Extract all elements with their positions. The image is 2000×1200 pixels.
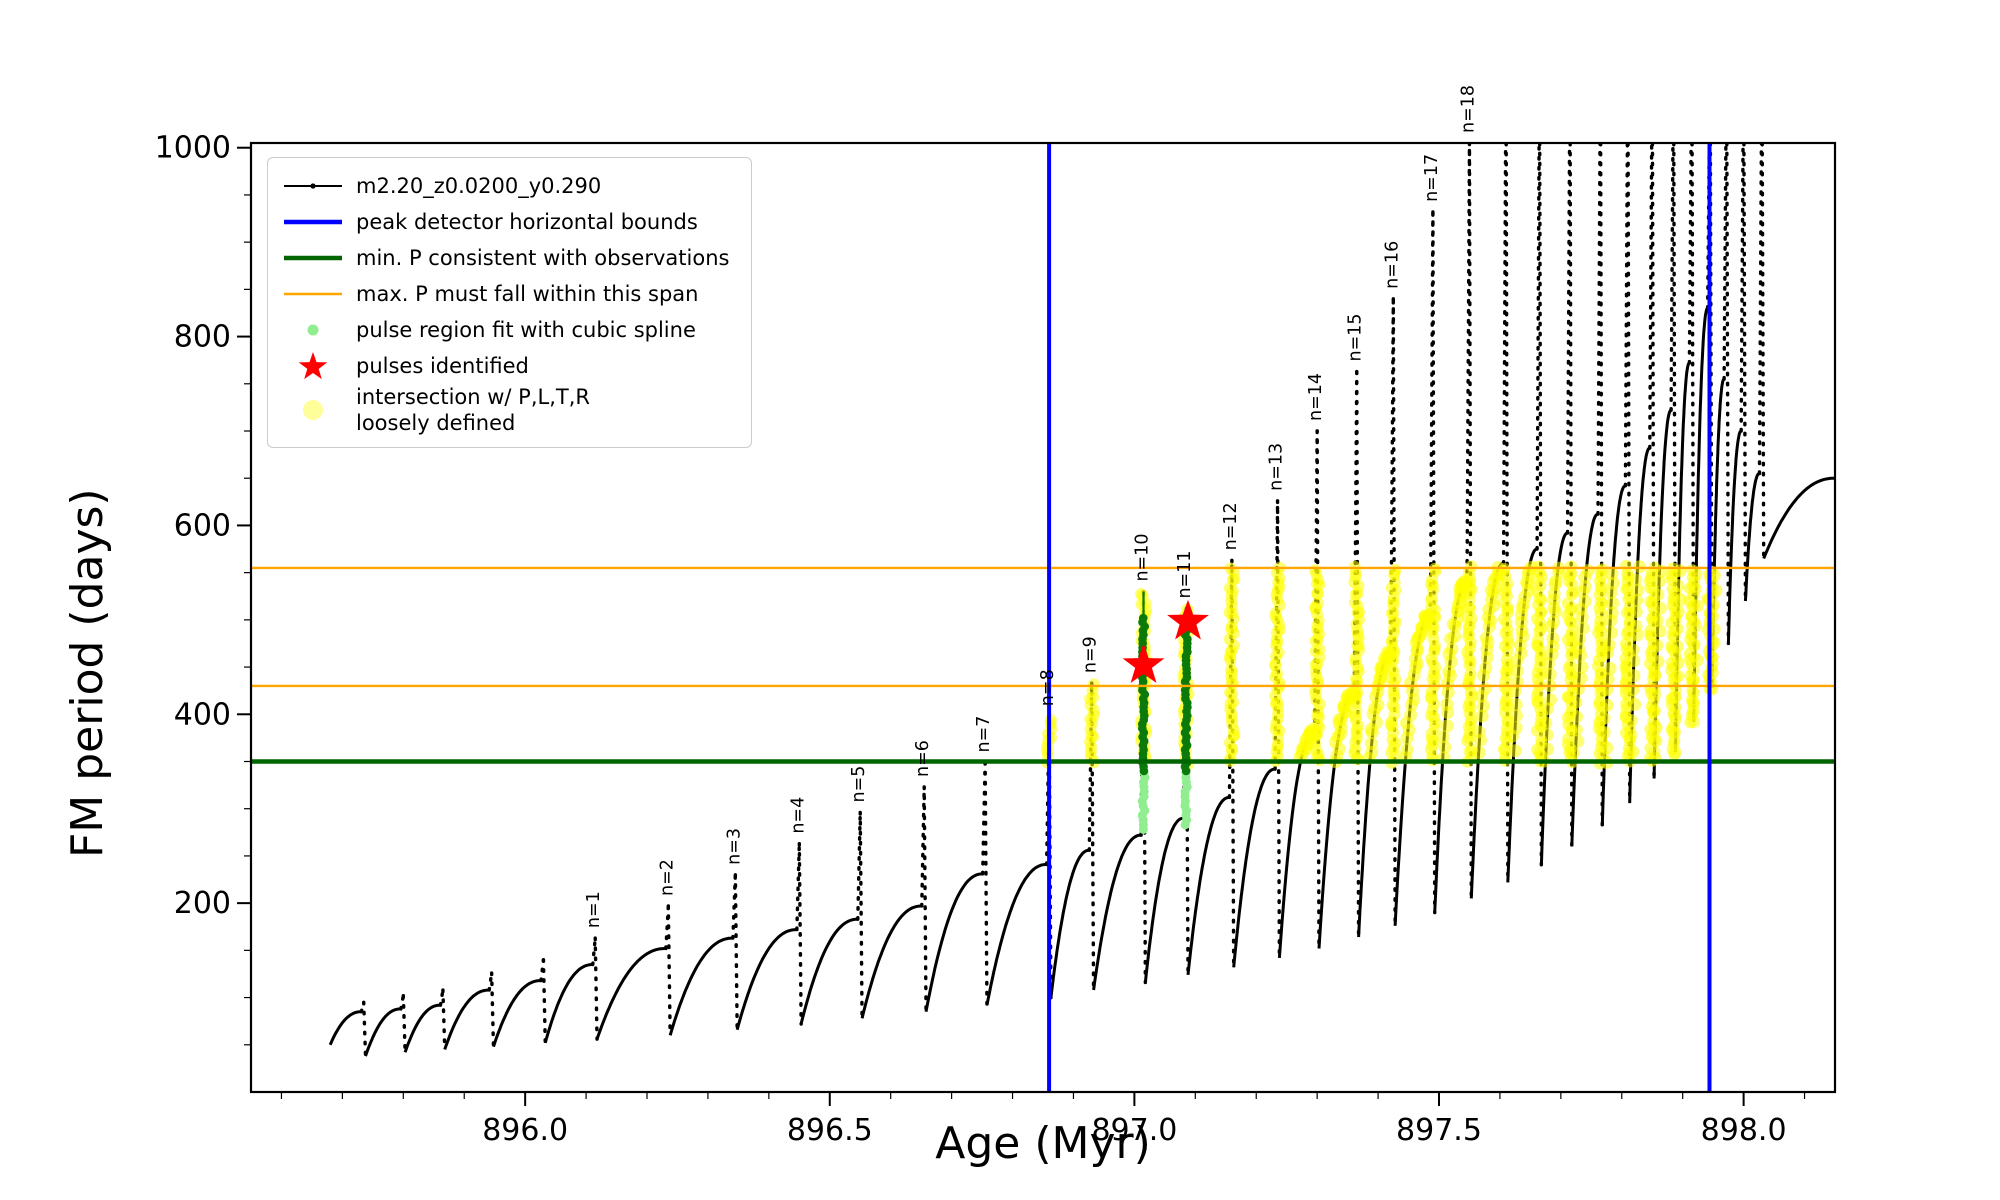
- legend-item: pulses identified: [282, 348, 729, 384]
- thick-line-marker-icon: [282, 241, 344, 275]
- spline-fit-columns: [1137, 591, 1192, 834]
- legend-item: intersection w/ P,L,T,R loosely defined: [282, 384, 729, 437]
- axes: 896.0 896.5 897.0 897.5 898.0 200 400 600 800 100…: [155, 131, 1837, 1148]
- legend-label: max. P must fall within this span: [356, 281, 699, 306]
- thin-line-marker-icon: [282, 277, 344, 311]
- pulse-number-label: n=7: [974, 716, 994, 753]
- y-tick-label: 200: [174, 886, 231, 921]
- x-tick-label: 897.0: [1091, 1113, 1177, 1148]
- y-tick-label: 400: [174, 697, 231, 732]
- legend-item: pulse region fit with cubic spline: [282, 312, 729, 348]
- legend-label: peak detector horizontal bounds: [356, 209, 698, 234]
- pulse-number-labels: n=1 n=2 n=3 n=4 n=5 n=6 n=7 n=8 n=9 n=10 n=11 n=12 n…: [584, 85, 1478, 928]
- x-tick-label: 897.5: [1396, 1113, 1482, 1148]
- pulse-number-label: n=11: [1175, 550, 1195, 598]
- x-axis-label: Age (Myr): [935, 1118, 1151, 1169]
- pulse-number-label: n=15: [1346, 313, 1366, 361]
- y-tick-label: 800: [174, 320, 231, 355]
- legend-item: peak detector horizontal bounds: [282, 204, 729, 240]
- star-marker-icon: [282, 349, 344, 383]
- reference-lines: [251, 143, 1835, 1092]
- y-axis-label: FM period (days): [62, 488, 113, 858]
- legend-label: pulse region fit with cubic spline: [356, 317, 696, 342]
- pulse-number-label: n=5: [849, 766, 869, 803]
- pulse-number-label: n=10: [1133, 534, 1153, 582]
- legend-item: min. P consistent with observations: [282, 240, 729, 276]
- pulse-number-label: n=12: [1221, 502, 1241, 550]
- x-tick-label: 896.0: [482, 1113, 568, 1148]
- pulse-number-label: n=4: [788, 797, 808, 834]
- legend-label: m2.20_z0.0200_y0.290: [356, 173, 602, 198]
- plot-frame: [249, 141, 1837, 1094]
- pulse-number-label: n=17: [1422, 154, 1442, 202]
- pulse-number-label: n=2: [657, 859, 677, 896]
- big-dot-marker-icon: [282, 393, 344, 427]
- thick-line-marker-icon: [282, 205, 344, 239]
- legend-label: intersection w/ P,L,T,R loosely defined: [356, 385, 590, 436]
- pulse-number-label: n=1: [584, 891, 604, 928]
- pulse-star-icon: [1167, 599, 1209, 640]
- y-tick-label: 600: [174, 508, 231, 543]
- x-tick-label: 896.5: [787, 1113, 873, 1148]
- legend-item: m2.20_z0.0200_y0.290: [282, 168, 729, 204]
- identified-pulse-stars: [1122, 599, 1209, 683]
- pulse-number-label: n=8: [1038, 669, 1058, 706]
- pulse-number-label: n=16: [1382, 241, 1402, 289]
- pulse-number-label: n=3: [724, 828, 744, 865]
- pulse-star-icon: [1122, 643, 1165, 683]
- pulse-number-label: n=6: [913, 740, 933, 777]
- x-tick-label: 898.0: [1701, 1113, 1787, 1148]
- y-tick-label: 1000: [155, 131, 231, 166]
- pulse-number-label: n=18: [1458, 85, 1478, 133]
- legend-label: pulses identified: [356, 353, 529, 378]
- small-dot-marker-icon: [282, 313, 344, 347]
- legend-item: max. P must fall within this span: [282, 276, 729, 312]
- pulse-number-label: n=13: [1267, 443, 1287, 491]
- pulse-number-label: n=9: [1081, 636, 1101, 673]
- line-dot-marker-icon: [282, 169, 344, 203]
- pulse-number-label: n=14: [1306, 373, 1326, 421]
- intersection-points: [1040, 559, 1723, 770]
- legend-label: min. P consistent with observations: [356, 245, 730, 270]
